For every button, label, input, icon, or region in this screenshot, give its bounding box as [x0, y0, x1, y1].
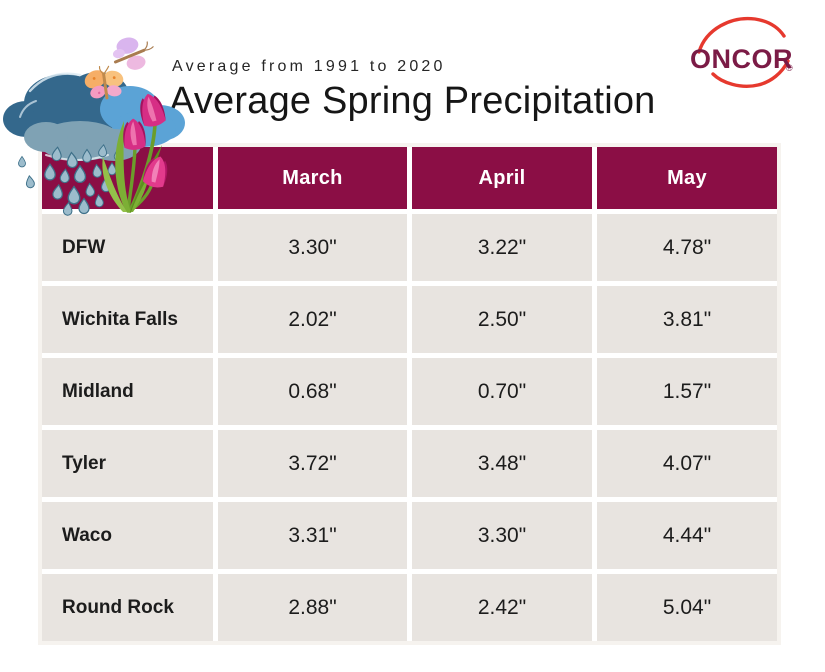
precipitation-table: March April May DFW 3.30" 3.22" 4.78" Wichita F… [42, 147, 777, 641]
date-range-subtitle: Average from 1991 to 2020 [172, 58, 446, 75]
precip-value-cell: 3.72" [218, 430, 407, 497]
precip-value-cell: 3.48" [412, 430, 592, 497]
precip-value-cell: 2.02" [218, 286, 407, 353]
row-label-city: DFW [42, 214, 213, 281]
precip-value-cell: 0.68" [218, 358, 407, 425]
oncor-logo: ONCOR ® [686, 14, 810, 100]
column-header-april: April [412, 147, 592, 209]
precip-value-cell: 3.81" [597, 286, 777, 353]
table-corner-cell [42, 147, 213, 209]
logo-swoosh-bottom [711, 59, 790, 88]
precip-value-cell: 4.44" [597, 502, 777, 569]
row-label-city: Midland [42, 358, 213, 425]
row-label-city: Round Rock [42, 574, 213, 641]
row-label-city: Waco [42, 502, 213, 569]
precip-value-cell: 0.70" [412, 358, 592, 425]
row-label-city: Wichita Falls [42, 286, 213, 353]
logo-swoosh-top [697, 16, 786, 54]
precip-value-cell: 2.50" [412, 286, 592, 353]
precip-value-cell: 4.78" [597, 214, 777, 281]
registered-mark: ® [786, 63, 793, 73]
butterfly-icon [112, 37, 154, 70]
precip-value-cell: 3.30" [412, 502, 592, 569]
precip-value-cell: 4.07" [597, 430, 777, 497]
precip-value-cell: 3.22" [412, 214, 592, 281]
rain-cloud-icon [3, 72, 129, 146]
row-label-city: Tyler [42, 430, 213, 497]
precip-value-cell: 1.57" [597, 358, 777, 425]
column-header-march: March [218, 147, 407, 209]
page-title: Average Spring Precipitation [169, 80, 656, 122]
precip-value-cell: 5.04" [597, 574, 777, 641]
precip-value-cell: 2.42" [412, 574, 592, 641]
precip-value-cell: 3.30" [218, 214, 407, 281]
column-header-may: May [597, 147, 777, 209]
butterfly-icon [84, 65, 124, 100]
precip-value-cell: 3.31" [218, 502, 407, 569]
logo-wordmark: ONCOR [690, 44, 793, 74]
precip-value-cell: 2.88" [218, 574, 407, 641]
